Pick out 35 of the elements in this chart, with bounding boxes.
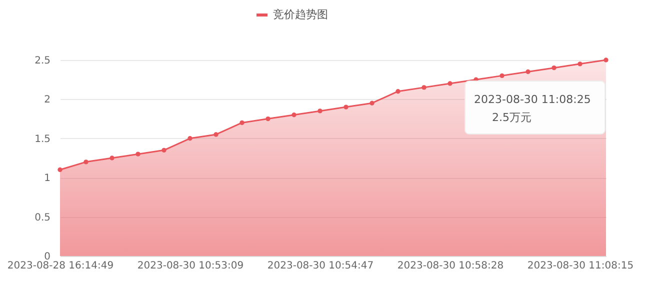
point	[422, 85, 426, 90]
y-tick-label: 0.5	[34, 212, 50, 224]
point	[58, 167, 62, 172]
point	[266, 116, 270, 122]
point	[214, 132, 218, 137]
point	[396, 89, 400, 94]
point	[604, 58, 608, 62]
x-tick-label: 2023-08-30 10:53:09	[137, 260, 244, 272]
y-tick-label: 1	[44, 173, 50, 184]
point	[136, 152, 140, 156]
point	[370, 100, 374, 106]
x-tick-label: 2023-08-30 10:54:47	[267, 260, 374, 272]
annotation: 2023-08-30 11:08:25	[474, 93, 591, 106]
point	[110, 156, 114, 160]
x-tick-label: 2023-08-30 11:08:15	[527, 260, 634, 272]
point	[500, 73, 504, 78]
point	[240, 120, 244, 126]
x-tick-label: 2023-08-30 10:58:28	[397, 260, 504, 272]
point	[578, 62, 582, 66]
point	[448, 81, 452, 86]
y-tick-label: 2	[44, 94, 50, 106]
y-tick-label: 0	[44, 252, 50, 262]
point	[526, 69, 530, 74]
y-tick-label: 1.5	[34, 134, 50, 145]
legend-label: 竞价趋势图	[273, 8, 328, 21]
y-tick-label: 2.5	[34, 56, 50, 66]
point	[344, 104, 348, 110]
point	[552, 66, 556, 70]
point	[162, 148, 166, 152]
point	[84, 160, 88, 164]
annotation: 2.5万元	[492, 111, 532, 124]
point	[292, 112, 296, 118]
point	[318, 108, 322, 114]
point	[188, 136, 192, 141]
x-tick-label: 2023-08-28 16:14:49	[7, 260, 114, 272]
